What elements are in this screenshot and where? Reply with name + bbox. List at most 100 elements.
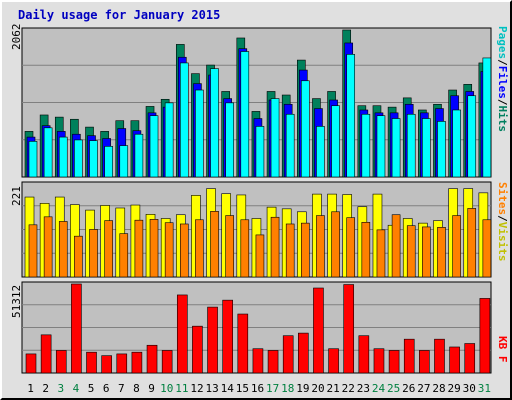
x-tick-label: 7 xyxy=(118,382,125,395)
bar-sites xyxy=(164,222,174,278)
bar-pages xyxy=(58,136,68,178)
bar-kbytes xyxy=(131,351,143,374)
bar-pages xyxy=(195,89,204,178)
x-tick-label: 21 xyxy=(327,382,340,395)
bar-pages xyxy=(391,118,401,178)
bar-pages xyxy=(43,127,53,178)
x-tick-label: 8 xyxy=(133,382,140,395)
bar-kbytes xyxy=(464,343,476,374)
x-tick-label: 5 xyxy=(88,382,95,395)
bar-sites xyxy=(316,215,325,278)
bar-sites xyxy=(149,219,159,278)
bar-sites xyxy=(376,229,386,278)
x-tick-label: 16 xyxy=(251,382,264,395)
bar-sites xyxy=(437,227,446,278)
bar-pages xyxy=(179,62,189,178)
bar-sites xyxy=(331,211,340,278)
bar-pages xyxy=(134,133,144,178)
bar-kbytes xyxy=(252,348,264,374)
bar-sites xyxy=(225,215,234,278)
x-tick-label: 3 xyxy=(58,382,65,395)
bar-kbytes xyxy=(71,283,82,374)
bar-sites xyxy=(285,223,295,278)
x-tick-label: 10 xyxy=(160,382,173,395)
bar-kbytes xyxy=(313,287,324,374)
bar-pages xyxy=(482,57,492,178)
bar-kbytes xyxy=(434,338,445,374)
x-tick-label: 17 xyxy=(266,382,279,395)
bar-pages xyxy=(74,139,83,178)
bar-kbytes xyxy=(419,350,430,374)
bar-pages xyxy=(467,95,477,178)
bar-sites xyxy=(482,219,492,278)
bar-sites xyxy=(179,223,189,278)
bar-pages xyxy=(119,145,129,178)
x-tick-label: 28 xyxy=(432,382,445,395)
bar-kbytes xyxy=(388,350,400,374)
x-tick-label: 26 xyxy=(402,382,415,395)
bar-sites xyxy=(58,221,68,278)
x-tick-label: 6 xyxy=(103,382,110,395)
bar-sites xyxy=(74,235,83,278)
x-tick-label: 24 xyxy=(372,382,386,395)
bar-sites xyxy=(467,208,477,278)
bar-kbytes xyxy=(161,350,173,374)
bar-pages xyxy=(255,126,265,178)
bar-sites xyxy=(28,224,38,278)
x-tick-label: 14 xyxy=(221,382,235,395)
x-tick-label: 9 xyxy=(148,382,155,395)
bar-pages xyxy=(270,98,280,178)
bar-kbytes xyxy=(373,348,385,374)
bar-sites xyxy=(452,215,461,278)
bar-kbytes xyxy=(267,350,279,374)
bar-sites xyxy=(104,220,113,278)
bar-kbytes xyxy=(207,306,218,374)
bar-sites xyxy=(406,225,416,278)
x-tick-label: 29 xyxy=(448,382,461,395)
x-tick-label: 1 xyxy=(27,382,34,395)
x-tick-label: 20 xyxy=(311,382,324,395)
bar-pages xyxy=(452,109,461,178)
bar-kbytes xyxy=(86,351,97,374)
bar-pages xyxy=(104,146,113,178)
bar-kbytes xyxy=(40,334,52,374)
chart-title: Daily usage for January 2015 xyxy=(18,8,221,22)
bar-pages xyxy=(422,118,431,178)
x-tick-label: 19 xyxy=(296,382,309,395)
bar-kbytes xyxy=(25,353,37,374)
x-tick-label: 30 xyxy=(463,382,476,395)
bar-sites xyxy=(240,219,250,278)
bar-pages xyxy=(28,141,38,178)
bar-kbytes xyxy=(282,335,294,374)
bar-kbytes xyxy=(298,332,309,374)
x-tick-label: 15 xyxy=(236,382,249,395)
bar-pages xyxy=(89,140,98,178)
bar-kbytes xyxy=(449,346,460,374)
bar-sites xyxy=(255,234,265,278)
bar-kbytes xyxy=(176,294,188,374)
bar-kbytes xyxy=(146,344,158,374)
bar-sites xyxy=(43,216,53,278)
bar-sites xyxy=(270,216,280,278)
bar-pages xyxy=(164,102,174,178)
bar-kbytes xyxy=(479,298,491,374)
bar-sites xyxy=(195,219,204,278)
bar-kbytes xyxy=(343,284,355,374)
bar-pages xyxy=(376,115,386,178)
x-tick-label: 18 xyxy=(281,382,294,395)
x-tick-label: 22 xyxy=(342,382,355,395)
bar-sites xyxy=(89,229,98,278)
bar-sites xyxy=(422,226,431,278)
bar-kbytes xyxy=(101,355,112,374)
bar-pages xyxy=(406,113,416,178)
x-tick-label: 31 xyxy=(478,382,491,395)
bar-kbytes xyxy=(237,313,249,374)
bar-pages xyxy=(316,126,325,178)
x-tick-label: 25 xyxy=(387,382,400,395)
bar-pages xyxy=(331,105,340,178)
bar-pages xyxy=(240,51,250,178)
bar-sites xyxy=(301,222,310,278)
x-tick-label: 4 xyxy=(73,382,80,395)
bar-sites xyxy=(119,233,129,278)
